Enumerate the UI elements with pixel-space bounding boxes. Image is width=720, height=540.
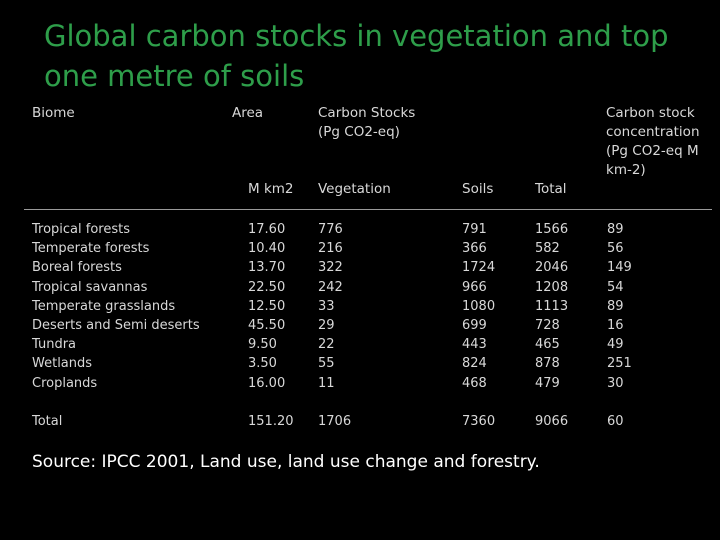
header-soils: Soils [462,181,494,197]
table-cell-area: 16.00 [248,375,286,391]
table-cell-concentration: 30 [607,375,624,391]
table-cell-soils: 366 [462,241,487,257]
table-cell-area: 3.50 [248,356,277,372]
header-rule [24,209,712,210]
header-area: Area [232,105,264,121]
header-carbon-stocks: Carbon Stocks (Pg CO2-eq) [318,105,416,140]
column-area: 17.60 10.40 13.70 22.50 12.50 45.50 9.50 3.50 16… [248,220,285,393]
table-cell-concentration: 56 [607,241,624,257]
table-cell-area: 12.50 [248,298,286,314]
header-total: Total [535,181,567,197]
table-cell-soils: 443 [462,337,487,353]
table-cell-area: 22.50 [248,279,286,295]
table-cell-concentration: 251 [607,356,632,372]
table-cell-biome: Croplands [32,375,98,391]
table-cell-concentration: 49 [607,337,624,353]
total-row-biome: Total [32,414,63,429]
table-cell-concentration: 16 [607,317,624,333]
table-cell-vegetation: 33 [318,298,335,314]
column-vegetation: 776 216 322 242 33 29 22 55 11 [318,220,343,393]
table-cell-soils: 699 [462,317,487,333]
header-biome: Biome [32,105,75,121]
table-cell-biome: Deserts and Semi deserts [32,317,200,333]
table-cell-soils: 1724 [462,260,496,276]
table-cell-total: 582 [535,241,560,257]
table-cell-total: 1208 [535,279,569,295]
table-cell-vegetation: 776 [318,222,343,237]
total-row-concentration: 60 [607,414,624,429]
table-cell-concentration: 89 [607,222,624,237]
table-cell-vegetation: 242 [318,279,343,295]
table-cell-area: 17.60 [248,222,286,237]
column-biome: Tropical forests Temperate forests Boreal … [32,220,200,393]
table-cell-total: 2046 [535,260,569,276]
table-cell-soils: 468 [462,375,487,391]
table-cell-biome: Temperate forests [32,241,150,257]
table-cell-soils: 966 [462,279,487,295]
table-cell-biome: Wetlands [32,356,93,372]
table-cell-soils: 824 [462,356,487,372]
table-cell-biome: Boreal forests [32,260,122,276]
table-cell-area: 10.40 [248,241,286,257]
total-row-area: 151.20 [248,414,294,429]
table-cell-vegetation: 322 [318,260,343,276]
table-cell-biome: Tropical forests [32,222,130,237]
header-area-unit: M km2 [248,181,294,197]
table-cell-vegetation: 29 [318,317,335,333]
total-row-total: 9066 [535,414,569,429]
table-cell-total: 1566 [535,222,569,237]
table-cell-soils: 1080 [462,298,496,314]
table-cell-biome: Tundra [32,337,77,353]
table-cell-total: 728 [535,317,560,333]
table-cell-biome: Temperate grasslands [32,298,176,314]
table-cell-area: 13.70 [248,260,286,276]
table-cell-soils: 791 [462,222,487,237]
header-vegetation: Vegetation [318,181,391,197]
table-cell-vegetation: 216 [318,241,343,257]
total-row-soils: 7360 [462,414,496,429]
column-soils: 791 366 1724 966 1080 699 443 824 468 [462,220,495,393]
slide-title: Global carbon stocks in vegetation and t… [44,19,669,93]
table-cell-total: 479 [535,375,560,391]
table-cell-concentration: 149 [607,260,632,276]
table-cell-vegetation: 11 [318,375,335,391]
table-cell-area: 45.50 [248,317,286,333]
table-cell-concentration: 54 [607,279,624,295]
source-note: Source: IPCC 2001, Land use, land use ch… [32,452,540,472]
header-concentration: Carbon stock concentration (Pg CO2-eq M … [606,105,700,178]
table-cell-total: 465 [535,337,560,353]
table-cell-concentration: 89 [607,298,624,314]
table-cell-vegetation: 55 [318,356,335,372]
table-cell-total: 878 [535,356,560,372]
table-cell-vegetation: 22 [318,337,335,353]
total-row-vegetation: 1706 [318,414,352,429]
table-cell-total: 1113 [535,298,569,314]
table-cell-area: 9.50 [248,337,277,353]
column-concentration: 89 56 149 54 89 16 49 251 30 [607,220,632,393]
table-cell-biome: Tropical savannas [32,279,148,295]
column-total: 1566 582 2046 1208 1113 728 465 878 479 [535,220,568,393]
